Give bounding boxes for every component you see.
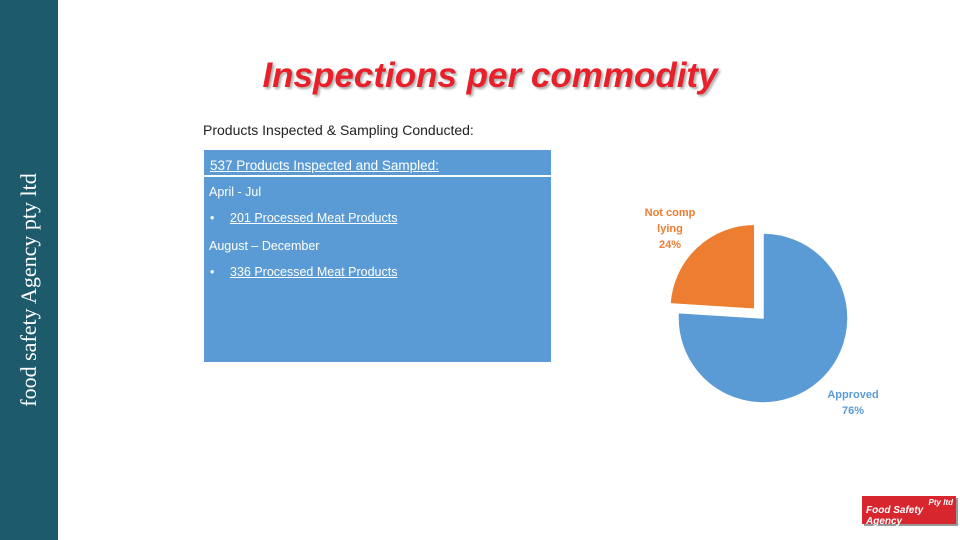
box-heading: 537 Products Inspected and Sampled:	[204, 150, 551, 177]
subtitle: Products Inspected & Sampling Conducted:	[203, 122, 474, 138]
logo-suffix: Pty ltd	[928, 498, 953, 507]
pie-slice	[669, 223, 756, 311]
title: Inspections per commodity	[262, 56, 718, 95]
logo: Food Safety Agency Pty ltd	[862, 496, 956, 527]
info-box: 537 Products Inspected and Sampled: Apri…	[204, 150, 551, 362]
item-text: 336 Processed Meat Products	[230, 265, 398, 279]
slice-value: 76%	[841, 405, 865, 417]
slice-name: Approved	[827, 389, 879, 401]
pie-slice	[677, 232, 849, 404]
slice-label: Not complying 24%	[638, 205, 702, 253]
period: August – December	[209, 239, 320, 253]
bullet-item: • 201 Processed Meat Products	[210, 211, 398, 225]
slice-label: Approved 76%	[821, 387, 885, 419]
period: April - Jul	[209, 185, 262, 199]
sidebar: food safety Agency pty ltd	[0, 0, 58, 540]
slice-name: Not complying	[644, 207, 696, 235]
bullet-item: • 336 Processed Meat Products	[210, 265, 398, 279]
slice-value: 24%	[658, 239, 682, 251]
item-text: 201 Processed Meat Products	[230, 211, 398, 225]
logo-text: Food Safety Agency	[866, 505, 924, 527]
